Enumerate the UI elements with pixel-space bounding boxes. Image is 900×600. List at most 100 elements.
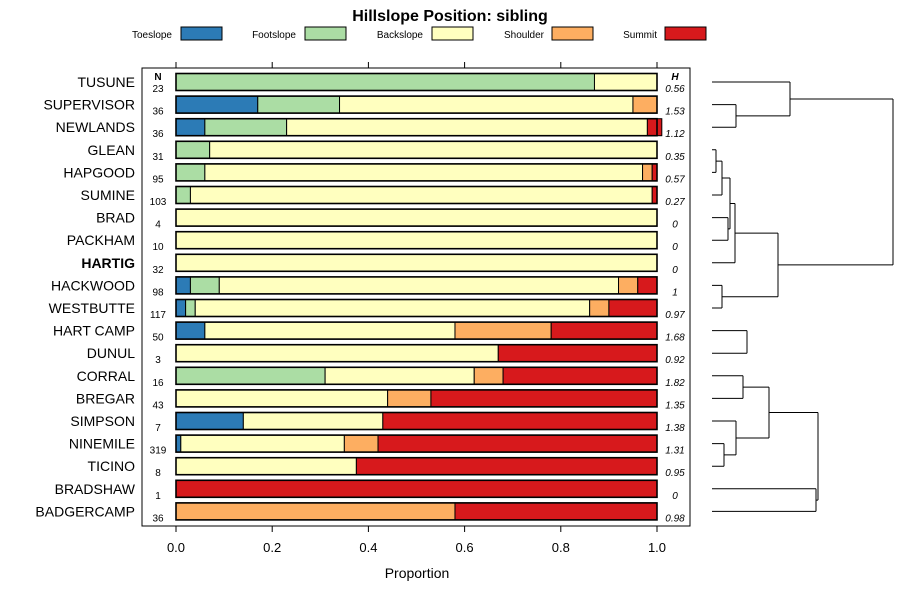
n-value: 7 — [155, 423, 161, 434]
row-label: HARTIG — [81, 255, 135, 271]
row-hapgood: HAPGOOD 95 0.57 — [63, 163, 685, 185]
legend-label-footslope: Footslope — [252, 30, 296, 41]
h-column-header: H — [671, 72, 679, 83]
chart-title: Hillslope Position: sibling — [352, 8, 548, 25]
row-label: NINEMILE — [69, 436, 135, 452]
n-value: 103 — [150, 197, 167, 208]
h-value: 0 — [672, 491, 678, 502]
bar-segment-summit — [430, 389, 658, 408]
h-value: 1.35 — [665, 400, 685, 411]
row-label: SIMPSON — [70, 413, 135, 429]
legend-swatch-toeslope — [180, 26, 223, 41]
bar-outline — [175, 208, 658, 227]
bar-segment-shoulder — [343, 434, 379, 453]
row-label: CORRAL — [77, 368, 136, 384]
legend-swatch-shoulder — [551, 26, 594, 41]
h-value: 0.95 — [665, 468, 685, 479]
row-dunul: DUNUL 3 0.92 — [87, 343, 685, 366]
row-label: SUMINE — [81, 187, 135, 203]
row-brad: BRAD 4 0 — [96, 208, 678, 231]
row-bradshaw: BRADSHAW 1 0 — [55, 479, 678, 502]
legend-swatch-backslope — [431, 26, 474, 41]
bar-segment-backslope — [324, 366, 475, 385]
bar-outline — [175, 456, 658, 476]
bar-segment-backslope — [242, 412, 384, 430]
bar-outline — [175, 276, 658, 295]
bar-segment-summit — [377, 434, 658, 453]
h-value: 0.97 — [665, 310, 685, 321]
n-value: 36 — [152, 129, 164, 140]
row-supervisor: SUPERVISOR 36 1.53 — [43, 95, 685, 118]
bar-segment-toeslope — [175, 95, 259, 114]
h-value: 0.98 — [665, 513, 685, 524]
h-value: 1.31 — [665, 446, 684, 457]
bar-segment-footslope — [185, 299, 196, 317]
n-value: 319 — [150, 446, 167, 457]
h-value: 0.35 — [665, 152, 685, 163]
bar-outline — [175, 140, 658, 160]
legend-label-backslope: Backslope — [377, 30, 424, 41]
row-label: SUPERVISOR — [43, 97, 135, 113]
h-value: 0 — [672, 242, 678, 253]
bar-segment-shoulder — [473, 366, 504, 385]
bar-segment-summit — [175, 479, 658, 498]
bar-segment-summit — [382, 412, 658, 430]
bar-segment-backslope — [175, 253, 658, 272]
legend: Toeslope Footslope Backslope Shoulder Summit — [132, 26, 707, 41]
h-value: 1.12 — [665, 129, 685, 140]
row-label: DUNUL — [87, 345, 135, 361]
bar-segment-backslope — [175, 457, 357, 476]
n-value: 95 — [152, 174, 164, 185]
row-hartig: HARTIG 32 0 — [81, 253, 678, 276]
bar-segment-summit — [608, 299, 658, 317]
row-label: HAPGOOD — [63, 164, 135, 180]
bar-segment-toeslope — [175, 412, 244, 430]
row-label: BRADSHAW — [55, 481, 136, 497]
row-ninemile: NINEMILE 319 1.31 — [69, 434, 685, 457]
h-value: 0 — [672, 265, 678, 276]
row-westbutte: WESTBUTTE 117 0.97 — [49, 298, 685, 321]
n-value: 1 — [155, 491, 161, 502]
row-label: PACKHAM — [67, 232, 135, 248]
row-label: WESTBUTTE — [49, 300, 135, 316]
bar-outline — [175, 253, 658, 273]
bar-segment-footslope — [204, 118, 288, 137]
x-tick-label: 0.6 — [456, 540, 474, 555]
bar-outline — [175, 389, 658, 408]
h-value: 0.92 — [665, 355, 685, 366]
row-label: HART CAMP — [53, 323, 135, 339]
bar-segment-shoulder — [454, 321, 552, 340]
bar-segment-shoulder — [589, 299, 610, 317]
n-value: 23 — [152, 84, 164, 95]
row-simpson: SIMPSON 7 1.38 — [70, 411, 685, 434]
bar-segment-backslope — [189, 186, 653, 204]
bar-segment-footslope — [189, 276, 220, 295]
legend-label-toeslope: Toeslope — [132, 30, 172, 41]
bar-segment-summit — [454, 502, 658, 521]
plot-frame — [141, 67, 691, 527]
x-tick-label: 0.4 — [359, 540, 377, 555]
dendrogram — [712, 81, 894, 512]
bar-segment-shoulder — [387, 389, 432, 408]
bar-segment-backslope — [175, 231, 658, 250]
x-axis-label: Proportion — [385, 565, 450, 581]
bar-segment-backslope — [209, 140, 658, 159]
bar-segment-toeslope — [175, 299, 187, 317]
bar-segment-backslope — [286, 118, 648, 137]
row-newlands: NEWLANDS 36 1.12 — [56, 117, 685, 140]
bar-segment-shoulder — [632, 95, 658, 114]
bar-rows: TUSUNE 23 0.56 SUPERVISOR 36 1.53 NEWLANDS 36 1.… — [35, 72, 685, 524]
bar-segment-backslope — [194, 299, 591, 317]
h-value: 0.27 — [665, 197, 685, 208]
bar-outline — [175, 185, 658, 205]
bar-outline — [175, 479, 658, 499]
bar-segment-shoulder — [175, 502, 456, 521]
bar-segment-summit — [497, 344, 658, 363]
row-label: HACKWOOD — [51, 277, 135, 293]
row-label: BREGAR — [76, 390, 135, 406]
h-value: 1.53 — [665, 107, 685, 118]
x-tick-label: 0.8 — [552, 540, 570, 555]
row-label: TUSUNE — [77, 74, 135, 90]
bar-outline — [175, 366, 658, 386]
row-sumine: SUMINE 103 0.27 — [81, 185, 685, 208]
